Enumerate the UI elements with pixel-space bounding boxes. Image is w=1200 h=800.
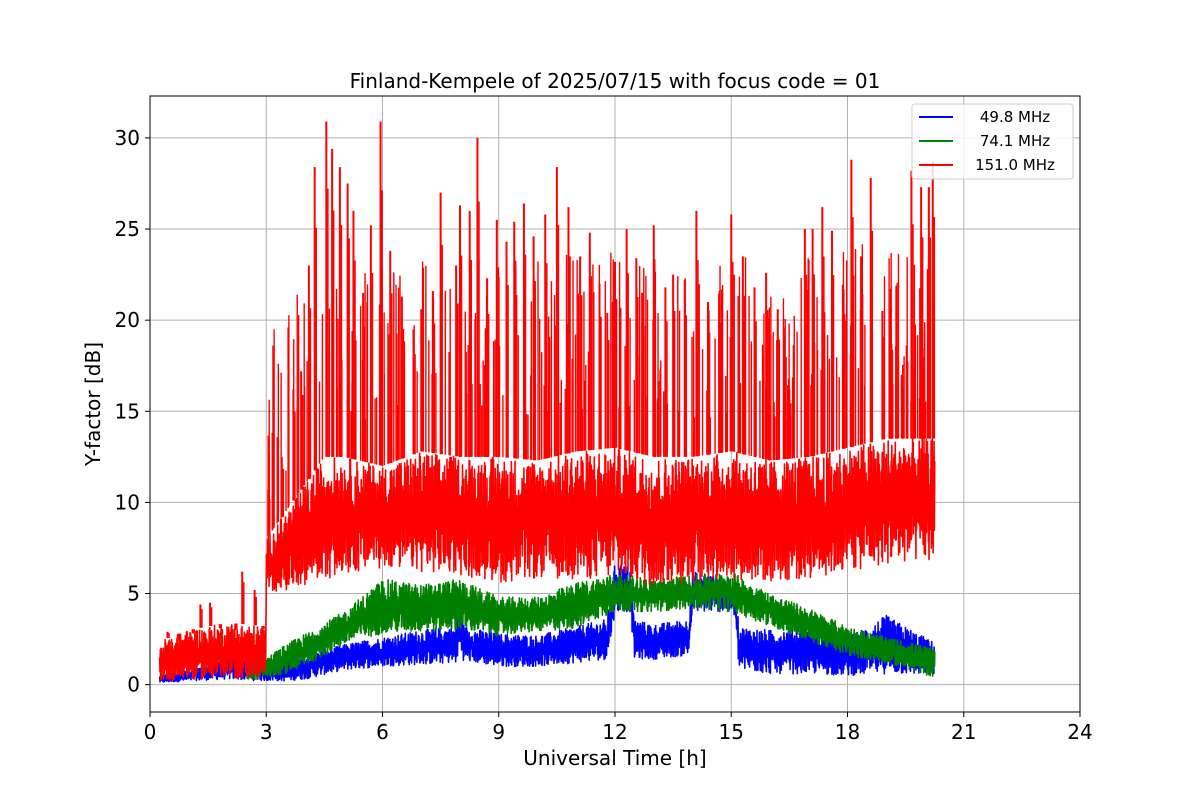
x-tick-label: 12	[602, 720, 627, 744]
legend-label: 151.0 MHz	[975, 156, 1055, 174]
y-axis-label: Y-factor [dB]	[81, 342, 105, 467]
x-tick-label: 9	[492, 720, 505, 744]
x-tick-label: 6	[376, 720, 389, 744]
x-tick-label: 0	[144, 720, 157, 744]
legend-label: 74.1 MHz	[980, 132, 1050, 150]
series-49-8-mhz	[158, 565, 936, 683]
series-74-1-mhz	[246, 573, 936, 681]
ticks: 0 3 6 9 12 15 18 21 24 0 5 10 15 20 25 30	[115, 126, 1093, 744]
chart-title: Finland-Kempele of 2025/07/15 with focus…	[350, 69, 881, 93]
series-151-0-mhz	[158, 121, 936, 681]
legend-box	[911, 103, 1074, 180]
x-tick-label: 24	[1067, 720, 1092, 744]
x-axis-label: Universal Time [h]	[523, 746, 706, 770]
x-tick-label: 15	[719, 720, 744, 744]
legend: 49.8 MHz 74.1 MHz 151.0 MHz	[911, 103, 1074, 180]
legend-label: 49.8 MHz	[980, 108, 1050, 126]
x-tick-label: 18	[835, 720, 860, 744]
y-tick-label: 30	[115, 126, 140, 150]
x-tick-label: 3	[260, 720, 273, 744]
series-line	[246, 573, 936, 681]
x-tick-label: 21	[951, 720, 976, 744]
series-line	[158, 565, 936, 683]
series-line	[158, 437, 936, 681]
y-tick-label: 10	[115, 490, 140, 514]
y-tick-label: 15	[115, 399, 140, 423]
y-tick-label: 0	[127, 673, 140, 697]
y-tick-label: 5	[127, 582, 140, 606]
y-tick-label: 20	[115, 308, 140, 332]
y-tick-label: 25	[115, 217, 140, 241]
plot-data	[158, 121, 936, 683]
